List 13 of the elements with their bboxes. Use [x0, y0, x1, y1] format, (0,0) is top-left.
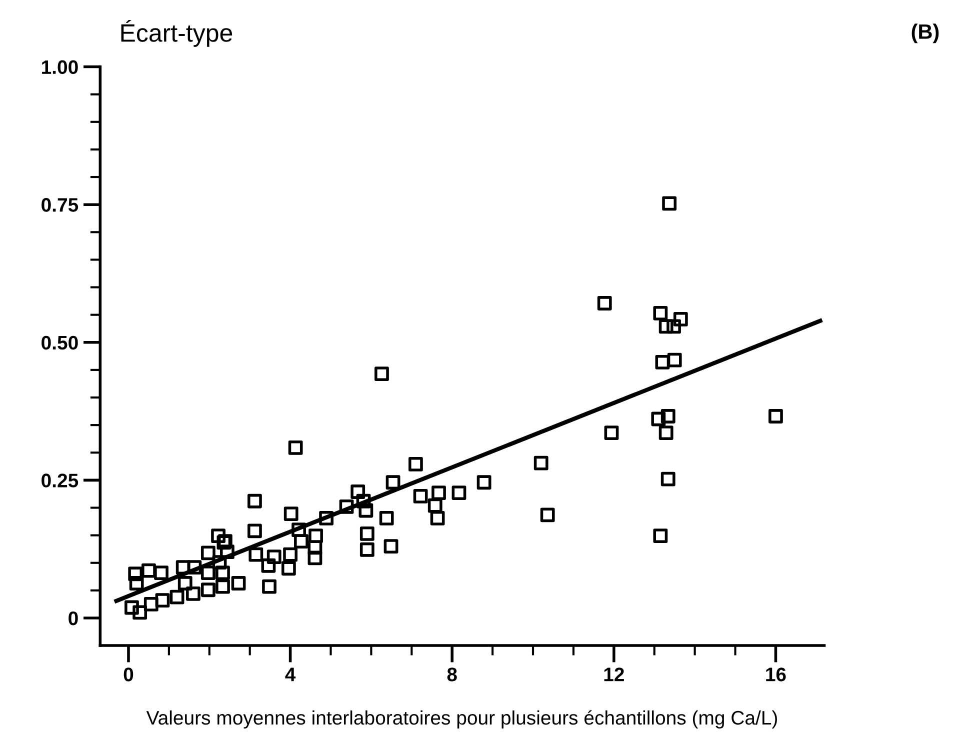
y-tick-label: 0 [68, 611, 78, 626]
x-axis-title: Valeurs moyennes interlaboratoires pour plusieurs échantillons (mg Ca/L) [146, 710, 777, 729]
y-tick-label: 1.00 [42, 60, 78, 74]
x-tick-label: 12 [604, 668, 624, 682]
y-tick-label: 0.25 [42, 474, 78, 488]
y-tick-label: 0.75 [42, 198, 78, 212]
x-tick-label: 8 [447, 668, 457, 682]
x-tick-label: 0 [124, 668, 134, 682]
y-tick-label: 0.50 [42, 336, 78, 350]
x-tick-label: 16 [766, 668, 786, 682]
y-axis-title: Écart-type [121, 20, 232, 47]
x-tick-label: 4 [285, 668, 296, 682]
text: (B) [912, 24, 939, 44]
